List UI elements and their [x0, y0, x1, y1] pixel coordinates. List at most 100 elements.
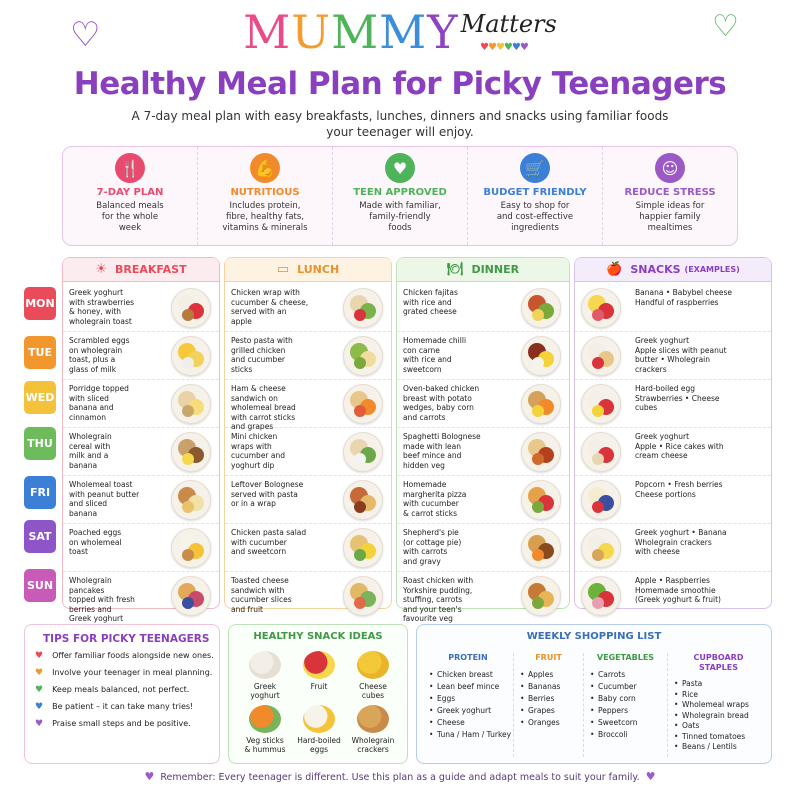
brand-letter: M [243, 5, 292, 59]
brand-wordmark: MUMMY [243, 5, 458, 59]
food-image [521, 528, 561, 568]
meal-text: Greek yoghurt • Banana Wholegrain cracke… [635, 528, 727, 556]
food-image [521, 480, 561, 520]
meal-cell: Ham & cheese sandwich on wholemeal bread… [225, 380, 391, 431]
shopping-item: Beans / Lentils [668, 742, 769, 753]
shopping-item: Broccoli [584, 729, 667, 741]
meal-text: Toasted cheese sandwich with cucumber sl… [231, 576, 292, 614]
cutlery-icon: 🍴 [115, 153, 145, 183]
meal-text: Wholemeal toast with peanut butter and s… [69, 480, 140, 518]
plate-icon: 🍽 [446, 262, 464, 277]
heart-icon: ♥ [35, 651, 44, 661]
shopping-item: Eggs [423, 693, 513, 705]
food-image [343, 480, 383, 520]
apple-icon: 🍎 [606, 262, 623, 277]
day-label-tue: TUE [24, 336, 56, 369]
meal-cell: Scrambled eggs on wholegrain toast, plus… [63, 332, 219, 380]
meal-text: Poached eggs on wholemeal toast [69, 528, 122, 556]
food-image [343, 288, 383, 328]
food-image [171, 432, 211, 472]
feature-card: 💪 NUTRITIOUS Includes protein, fibre, heal… [198, 147, 333, 245]
meal-column-lunch: ▭ LUNCH Chicken wrap with cucumber & chees… [224, 257, 392, 616]
feature-description: Includes protein, fibre, healthy fats, v… [222, 201, 308, 233]
meal-column-snacks: 🍎 SNACKS (EXAMPLES) Banana • Babybel cheese… [574, 257, 772, 616]
brand-letter: M [379, 5, 428, 59]
meal-text: Leftover Bolognese served with pasta or … [231, 480, 304, 508]
meal-cell: Oven-baked chicken breast with potato we… [397, 380, 569, 428]
food-image [581, 432, 621, 472]
food-image [171, 384, 211, 424]
meal-text: Wholegrain pancakes topped with fresh be… [69, 576, 135, 623]
tip-text: Offer familiar foods alongside new ones. [52, 651, 214, 660]
shopping-item: Grapes [514, 705, 583, 717]
shopping-list-panel: WEEKLY SHOPPING LIST PROTEIN Chicken brea… [416, 624, 772, 764]
brand-letter: Y [427, 5, 459, 59]
shopping-item: Sweetcorn [584, 717, 667, 729]
meal-cell: Poached eggs on wholemeal toast [63, 524, 219, 572]
shopping-column: CUPBOARD STAPLES PastaRiceWholemeal wraps… [667, 653, 769, 757]
meal-column-breakfast: ☀ BREAKFAST Greek yoghurt with strawberrie… [62, 257, 220, 623]
snack-idea-image [357, 651, 389, 679]
meal-cell: Homemade chilli con carne with rice and … [397, 332, 569, 380]
column-title-note: (EXAMPLES) [684, 265, 740, 274]
meal-cell: Toasted cheese sandwich with cucumber sl… [225, 572, 391, 620]
day-label-wed: WED [24, 381, 56, 414]
meal-cell: Wholegrain pancakes topped with fresh be… [63, 572, 219, 623]
shopping-column: VEGETABLES CarrotsCucumberBaby cornPepper… [583, 653, 667, 757]
column-title: SNACKS [630, 263, 681, 276]
food-image [521, 576, 561, 616]
snack-idea-label: Fruit [310, 682, 328, 691]
shopping-column: FRUIT ApplesBananasBerriesGrapesOranges [513, 653, 583, 757]
meal-text: Chicken pasta salad with cucumber and sw… [231, 528, 307, 556]
shopping-item: Tuna / Ham / Turkey [423, 729, 513, 741]
meal-text: Mini chicken wraps with cucumber and yog… [231, 432, 286, 470]
shopping-item: Oats [668, 721, 769, 732]
feature-card: ☺ REDUCE STRESS Simple ideas for happier f… [603, 147, 737, 245]
shopping-item: Greek yoghurt [423, 705, 513, 717]
meal-text: Chicken fajitas with rice and grated che… [403, 288, 458, 316]
snack-idea-item: Cheese cubes [345, 651, 401, 700]
heart-icon: ♥ [645, 770, 656, 783]
meal-text: Greek yoghurt with strawberries & honey,… [69, 288, 134, 326]
basket-icon: 🛒 [520, 153, 550, 183]
feature-description: Easy to shop for and cost-effective ingr… [496, 201, 574, 233]
page-title: Healthy Meal Plan for Picky Teenagers [73, 66, 727, 102]
tip-item: ♥ Praise small steps and be positive. [35, 719, 219, 729]
food-image [343, 528, 383, 568]
feature-title: TEEN APPROVED [353, 187, 447, 198]
shopping-item: Tinned tomatoes [668, 732, 769, 743]
meal-text: Chicken wrap with cucumber & cheese, ser… [231, 288, 309, 326]
food-image [581, 384, 621, 424]
shopping-column-title: VEGETABLES [596, 653, 655, 662]
tip-text: Involve your teenager in meal planning. [52, 668, 213, 677]
meal-text: Homemade chilli con carne with rice and … [403, 336, 467, 374]
food-image [171, 480, 211, 520]
meal-text: Greek yoghurt Apple • Rice cakes with cr… [635, 432, 724, 460]
lunchbox-icon: ▭ [276, 262, 290, 277]
muscle-icon: 💪 [250, 153, 280, 183]
meal-text: Hard-boiled egg Strawberries • Cheese cu… [635, 384, 720, 412]
feature-description: Made with familiar, family-friendly food… [359, 201, 441, 233]
meal-cell: Apple • Raspberries Homemade smoothie (G… [575, 572, 771, 620]
shopping-item: Oranges [514, 717, 583, 729]
column-title: LUNCH [297, 263, 340, 276]
meal-cell: Spaghetti Bolognese made with lean beef … [397, 428, 569, 476]
snack-idea-image [303, 651, 335, 679]
food-image [343, 432, 383, 472]
tip-item: ♥ Be patient – it can take many tries! [35, 702, 219, 712]
snack-idea-label: Cheese cubes [359, 682, 387, 700]
meal-text: Porridge topped with sliced banana and c… [69, 384, 129, 422]
shopping-item: Baby corn [584, 693, 667, 705]
food-image [171, 576, 211, 616]
column-title: DINNER [471, 263, 520, 276]
heart-icon: ♥ [35, 702, 44, 712]
meal-text: Greek yoghurt Apple slices with peanut b… [635, 336, 727, 374]
meal-cell: Wholegrain cereal with milk and a banana [63, 428, 219, 476]
meal-cell: Pesto pasta with grilled chicken and cuc… [225, 332, 391, 380]
food-image [171, 288, 211, 328]
meal-text: Shepherd's pie (or cottage pie) with car… [403, 528, 462, 566]
food-image [581, 480, 621, 520]
meal-cell: Roast chicken with Yorkshire pudding, st… [397, 572, 569, 623]
food-image [581, 528, 621, 568]
meal-cell: Greek yoghurt Apple slices with peanut b… [575, 332, 771, 380]
